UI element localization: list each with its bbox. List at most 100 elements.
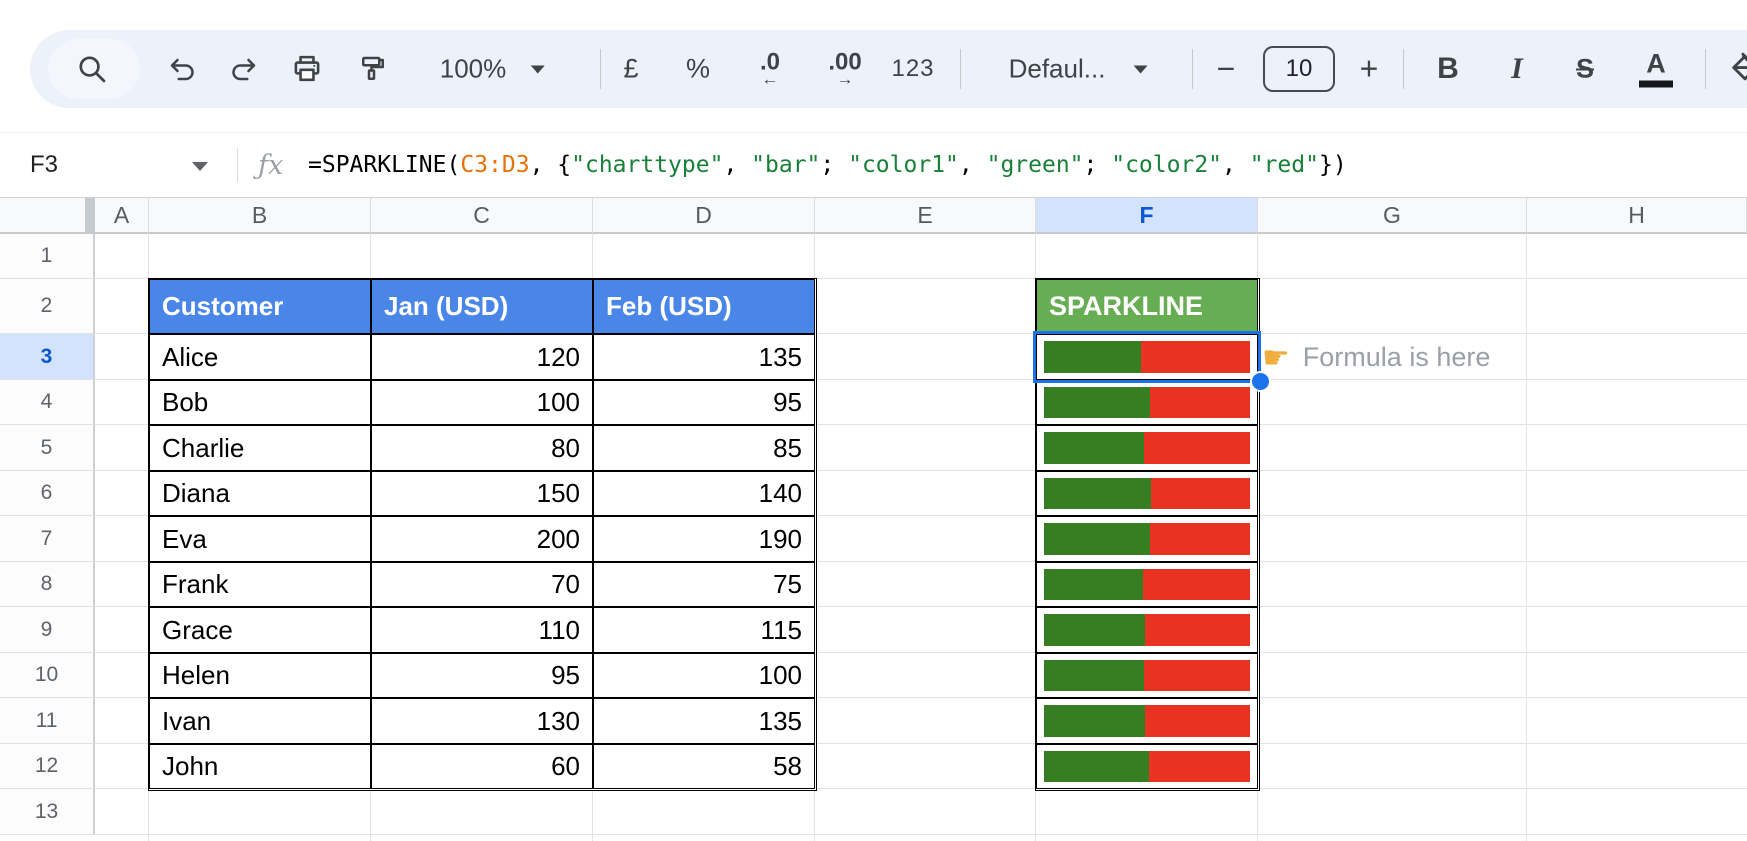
sparkline-cell[interactable] [1036,516,1258,562]
cell-jan[interactable]: 70 [371,562,593,607]
zoom-control[interactable]: 100% [440,54,545,85]
sparkline-bar [1044,705,1250,737]
formula-input[interactable]: =SPARKLINE(C3:D3, {"charttype", "bar"; "… [308,133,1347,197]
sparkline-cell[interactable] [1036,334,1258,380]
cell-feb[interactable]: 85 [593,425,815,471]
formula-bar: F3 ƒx =SPARKLINE(C3:D3, {"charttype", "b… [0,132,1747,198]
row-header-5[interactable]: 5 [0,425,95,471]
sparkline-cell[interactable] [1036,471,1258,516]
column-header-C[interactable]: C [371,198,593,234]
column-header-D[interactable]: D [593,198,815,234]
cell-feb[interactable]: 115 [593,607,815,653]
italic-button[interactable]: I [1511,52,1523,86]
fill-color-button[interactable] [1728,52,1747,86]
column-header-E[interactable]: E [815,198,1036,234]
row-header-1[interactable]: 1 [0,234,95,279]
more-formats-button[interactable]: 123 [891,55,934,83]
cell-feb[interactable]: 140 [593,471,815,516]
row-header-10[interactable]: 10 [0,653,95,698]
cell-customer[interactable]: Ivan [149,698,371,744]
sparkline-cell[interactable] [1036,653,1258,698]
cell-customer[interactable]: Alice [149,334,371,380]
column-header-A[interactable]: A [95,198,149,234]
cell-jan[interactable]: 110 [371,607,593,653]
toolbar-pill [30,30,1747,108]
format-currency-button[interactable]: £ [623,54,638,85]
cell-jan[interactable]: 100 [371,380,593,425]
table-header-cell[interactable]: Feb (USD) [593,279,815,334]
row-header-11[interactable]: 11 [0,698,95,744]
undo-button[interactable] [168,54,198,84]
print-button[interactable] [292,54,323,85]
sparkline-bar [1044,660,1250,691]
cell-customer[interactable]: Diana [149,471,371,516]
row-header-4[interactable]: 4 [0,380,95,425]
sparkline-bar-green [1044,478,1151,509]
cell-customer[interactable]: Eva [149,516,371,562]
sparkline-cell[interactable] [1036,744,1258,789]
font-family-control[interactable]: Defaul... [1009,54,1148,85]
gridline-horizontal [95,834,1747,835]
cell-jan[interactable]: 60 [371,744,593,789]
paint-format-button[interactable] [356,54,386,84]
decrease-decimal-button[interactable]: .0 ← [760,49,780,90]
sparkline-cell[interactable] [1036,380,1258,425]
name-box[interactable]: F3 [30,133,58,197]
row-header-9[interactable]: 9 [0,607,95,653]
name-box-dropdown-icon[interactable] [192,162,208,171]
search-button[interactable] [76,53,108,85]
cell-customer[interactable]: Charlie [149,425,371,471]
column-header-F[interactable]: F [1036,198,1258,234]
select-all-corner[interactable] [0,198,95,234]
cell-jan[interactable]: 150 [371,471,593,516]
row-header-3[interactable]: 3 [0,334,95,380]
row-header-8[interactable]: 8 [0,562,95,607]
cell-jan[interactable]: 120 [371,334,593,380]
cell-customer[interactable]: Grace [149,607,371,653]
cell-feb[interactable]: 190 [593,516,815,562]
fill-handle[interactable] [1250,371,1271,392]
cell-jan[interactable]: 130 [371,698,593,744]
increase-decimal-button[interactable]: .00 → [828,49,861,90]
row-header-7[interactable]: 7 [0,516,95,562]
sparkline-bar [1044,478,1250,509]
redo-button[interactable] [228,54,258,84]
fx-icon: ƒx [258,149,284,181]
column-header-B[interactable]: B [149,198,371,234]
table-header-cell[interactable]: Customer [149,279,371,334]
row-header-12[interactable]: 12 [0,744,95,789]
cell-feb[interactable]: 100 [593,653,815,698]
cell-jan[interactable]: 200 [371,516,593,562]
column-header-G[interactable]: G [1258,198,1527,234]
text-color-button[interactable]: A [1639,50,1673,88]
sparkline-header-cell[interactable]: SPARKLINE [1036,279,1258,334]
cell-customer[interactable]: Helen [149,653,371,698]
cell-jan[interactable]: 80 [371,425,593,471]
cell-customer[interactable]: Frank [149,562,371,607]
cell-feb[interactable]: 135 [593,698,815,744]
cell-feb[interactable]: 75 [593,562,815,607]
row-header-13[interactable]: 13 [0,789,95,835]
bold-button[interactable]: B [1437,52,1459,86]
format-percent-button[interactable]: % [686,54,710,85]
sparkline-bar-green [1044,387,1150,418]
decrease-font-size-button[interactable]: − [1217,51,1236,88]
sparkline-cell[interactable] [1036,698,1258,744]
row-header-2[interactable]: 2 [0,279,95,334]
column-header-H[interactable]: H [1527,198,1747,234]
cell-customer[interactable]: Bob [149,380,371,425]
table-header-cell[interactable]: Jan (USD) [371,279,593,334]
cell-customer[interactable]: John [149,744,371,789]
sparkline-cell[interactable] [1036,425,1258,471]
sparkline-cell[interactable] [1036,607,1258,653]
strikethrough-button[interactable]: S [1576,54,1594,85]
sparkline-cell[interactable] [1036,562,1258,607]
cell-jan[interactable]: 95 [371,653,593,698]
cell-feb[interactable]: 58 [593,744,815,789]
cell-feb[interactable]: 95 [593,380,815,425]
row-header-6[interactable]: 6 [0,471,95,516]
increase-font-size-button[interactable]: + [1360,51,1379,88]
cell-feb[interactable]: 135 [593,334,815,380]
sparkline-bar [1044,341,1250,373]
font-size-input[interactable]: 10 [1263,46,1335,92]
